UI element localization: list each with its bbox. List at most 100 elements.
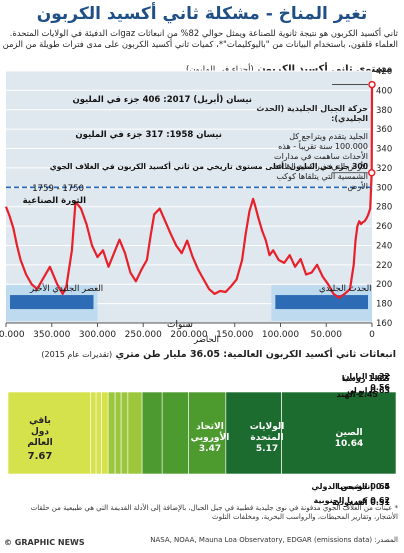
emissions-label-shipping: 0.64 الشحن الدولي bbox=[311, 482, 390, 491]
glacial-cycles-note-title: حركة الجبال الجليدية (الحدث الجليدي): bbox=[256, 104, 368, 123]
south-korea-name: كوريا الجنوبية bbox=[313, 496, 368, 505]
co2-y-tick-label: 200 bbox=[376, 280, 392, 290]
emissions-bar-segment bbox=[281, 391, 397, 475]
emissions-label-south-korea: 0.62 كوريا الجنوبية bbox=[313, 496, 390, 505]
glacial-cycles-note: حركة الجبال الجليدية (الحدث الجليدي): ال… bbox=[220, 104, 368, 192]
co2-y-tick-label: 420 bbox=[376, 67, 392, 77]
shipping-value: 0.64 bbox=[370, 482, 390, 491]
emissions-label-india: 2.45 الهند bbox=[337, 390, 378, 399]
co2-point-1958 bbox=[367, 169, 376, 177]
co2-y-tick-label: 260 bbox=[376, 222, 392, 232]
emissions-label-japan: 1.32 اليابان bbox=[343, 372, 390, 381]
emissions-unit: (تقديرات عام 2015) bbox=[41, 350, 113, 359]
emissions-bar-segment bbox=[7, 391, 91, 475]
emissions-title-text: انبعاثات ثاني أكسيد الكربون العالمية: 36… bbox=[115, 349, 396, 360]
co2-y-tick-label: 240 bbox=[376, 241, 392, 251]
co2-y-tick-label: 280 bbox=[376, 203, 392, 213]
annotation-april-2017: نيسان (أبريل) 2017: 406 جزء في المليون bbox=[72, 95, 252, 105]
emissions-bar-chart bbox=[7, 391, 397, 475]
emissions-bar-segment bbox=[114, 391, 122, 475]
co2-band-previous-bar bbox=[10, 295, 94, 310]
japan-value: 1.32 bbox=[370, 372, 390, 381]
emissions-label-saudi: 0.51 السعودية bbox=[332, 498, 390, 507]
co2-x-tick-label: 150.000 bbox=[216, 330, 253, 340]
emissions-label-usa-name: الولايات المتحدة bbox=[249, 422, 285, 443]
saudi-value: 0.51 bbox=[370, 498, 390, 507]
emissions-label-iran: 0.63 إيران bbox=[347, 386, 390, 395]
india-name: الهند bbox=[336, 390, 356, 399]
india-value: 2.45 bbox=[358, 390, 378, 399]
indonesia-name: إندونيسيا bbox=[337, 482, 374, 491]
emissions-label-usa: الولايات المتحدة 5.17 bbox=[238, 422, 296, 455]
emissions-label-china: الصين 10.64 bbox=[302, 428, 396, 450]
co2-chart-title-text: مستوى ثاني أكسيد الكربون bbox=[257, 64, 392, 75]
co2-chart-unit: (أجزاء في المليون) bbox=[186, 65, 254, 75]
emissions-label-rest-of-world-value: 7.67 bbox=[27, 451, 53, 462]
intro-line-2: العلماء قلقون، باستخدام البيانات من "بال… bbox=[2, 39, 398, 49]
emissions-bar-segment bbox=[101, 391, 109, 475]
emissions-label-eu-value: 3.47 bbox=[198, 444, 222, 454]
co2-y-tick-label: 340 bbox=[376, 145, 392, 155]
co2-band-recent-bar bbox=[275, 295, 368, 310]
co2-x-tick-label: 350.000 bbox=[33, 330, 70, 340]
co2-x-tick-label: 300.000 bbox=[79, 330, 116, 340]
emissions-label-usa-value: 5.17 bbox=[255, 444, 279, 454]
shipping-name: الشحن الدولي bbox=[311, 482, 368, 491]
indonesia-value: 0.5 bbox=[375, 482, 390, 491]
co2-x-tick-label: 100.000 bbox=[262, 330, 299, 340]
co2-x-tick-label: 0 bbox=[369, 330, 375, 340]
glacial-cycles-note-body: الجليد يتقدم ويتراجع كل 100.000 سنة تقري… bbox=[273, 132, 368, 191]
co2-chart-title: مستوى ثاني أكسيد الكربون (أجزاء في الملي… bbox=[186, 64, 392, 75]
co2-x-tick-label: 200.000 bbox=[170, 330, 207, 340]
canada-name: كندا bbox=[374, 374, 390, 383]
intro-line-1: ثاني أكسيد الكربون هو نتيجة ثانوية للصنا… bbox=[9, 28, 398, 38]
iran-name: إيران bbox=[347, 386, 368, 395]
saudi-name: السعودية bbox=[332, 498, 368, 507]
co2-x-tick-label: 250.000 bbox=[125, 330, 162, 340]
band-label-recent-glacial: الحدث الجليدي bbox=[319, 284, 372, 294]
co2-x-tick-label: 400.000 bbox=[0, 330, 25, 340]
emissions-label-canada: كندا 0.56 bbox=[370, 374, 390, 392]
co2-series-line bbox=[4, 84, 374, 299]
annotation-industrial-years: 1750 - 1759 bbox=[32, 184, 84, 194]
co2-y-tick-label: 400 bbox=[376, 86, 392, 96]
emissions-bar-segment bbox=[90, 391, 97, 475]
annotation-industrial-revolution: الثورة الصناعية bbox=[22, 196, 86, 206]
page-title: تغير المناخ - مشكلة ثاني أكسيد الكربون bbox=[36, 4, 368, 24]
co2-y-tick-label: 160 bbox=[376, 319, 392, 329]
co2-y-tick-label: 220 bbox=[376, 261, 392, 271]
canada-value: 0.56 bbox=[370, 383, 390, 392]
emissions-bar-segment bbox=[127, 391, 143, 475]
co2-y-tick-label: 320 bbox=[376, 164, 392, 174]
x-axis-present-label: الحاضر bbox=[194, 335, 219, 345]
emissions-bar-segment bbox=[95, 391, 102, 475]
annotation-max-level: 300 جزء في المليون: أعلى مستوى تاريخي من… bbox=[49, 162, 368, 171]
emissions-bar-segment bbox=[141, 391, 163, 475]
emissions-bar-segment bbox=[161, 391, 189, 475]
intro-text: ثاني أكسيد الكربون هو نتيجة ثانوية للصنا… bbox=[2, 28, 398, 50]
emissions-label-rest-of-world-name: باقي دول العالم bbox=[27, 416, 53, 448]
emissions-bar-segment bbox=[120, 391, 129, 475]
emissions-bar-segment bbox=[188, 391, 227, 475]
japan-name: اليابان bbox=[342, 372, 368, 381]
emissions-bar-segment bbox=[225, 391, 282, 475]
co2-x-tick-label: 50.000 bbox=[311, 330, 343, 340]
co2-y-tick-label: 380 bbox=[376, 106, 392, 116]
emissions-label-eu-name: الاتحاد الأوروبي bbox=[190, 422, 230, 443]
emissions-label-russia: 1.87 روسيا bbox=[342, 374, 388, 383]
russia-value: 1.87 bbox=[368, 374, 388, 383]
russia-name: روسيا bbox=[341, 374, 366, 383]
emissions-label-china-value: 10.64 bbox=[334, 439, 364, 449]
graphic-news-credit: © GRAPHIC NEWS bbox=[4, 538, 85, 547]
band-label-previous-ice-age: العصر الجليدي الأخير bbox=[30, 284, 104, 294]
co2-y-tick-label: 360 bbox=[376, 125, 392, 135]
iran-value: 0.63 bbox=[370, 386, 390, 395]
co2-point-2017 bbox=[368, 80, 376, 89]
co2-line-chart: 400.000 350.000 300.000 250.000 200.000 150.0… bbox=[0, 67, 392, 340]
emissions-bar-segment bbox=[107, 391, 116, 475]
emissions-label-indonesia: 0.5 إندونيسيا bbox=[337, 482, 390, 491]
emissions-label-eu: الاتحاد الأوروبي 3.47 bbox=[186, 422, 234, 455]
emissions-label-rest-of-world: باقي دول العالم 7.67 bbox=[10, 416, 70, 462]
x-axis-title: سنوات bbox=[167, 320, 193, 330]
emissions-label-china-name: الصين bbox=[335, 428, 363, 438]
